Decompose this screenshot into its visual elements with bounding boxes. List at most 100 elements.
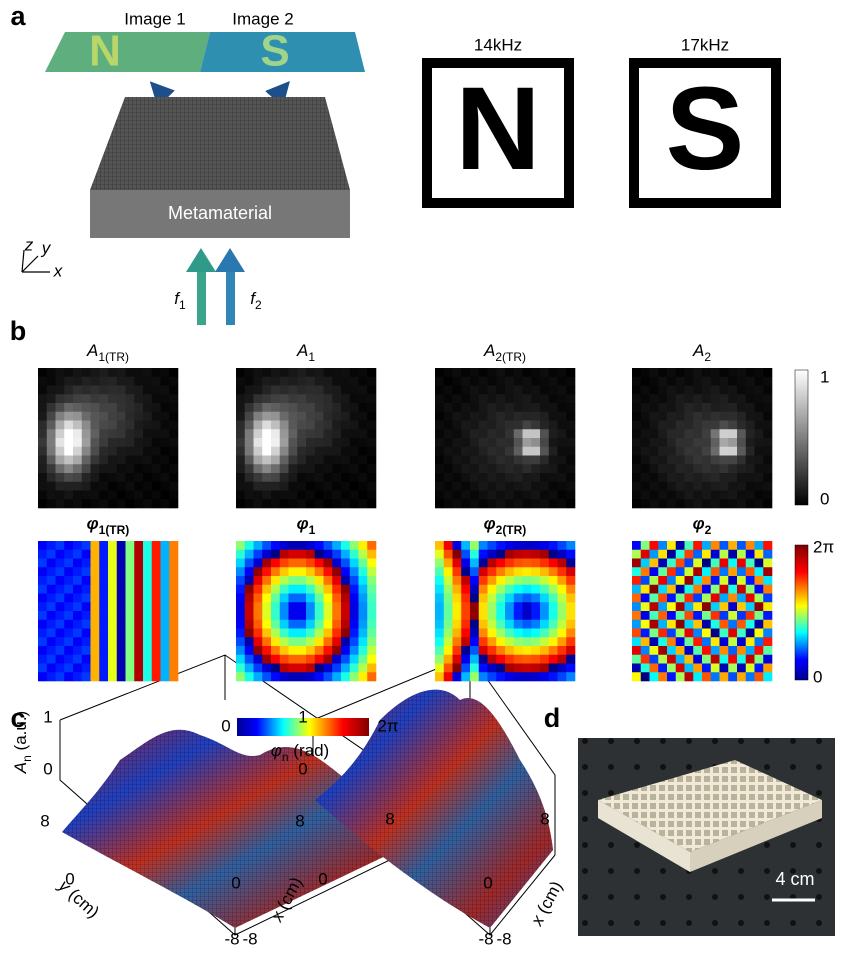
amplitude-cell (262, 385, 272, 395)
amplitude-cell (435, 481, 445, 491)
phase-cell (341, 567, 351, 577)
phase-cell (684, 663, 694, 673)
phase-cell (667, 619, 677, 629)
phase-cell (314, 567, 324, 577)
phase-cell (693, 558, 703, 568)
amplitude-cell (143, 385, 153, 395)
phase-cell (649, 646, 659, 656)
amplitude-cell (478, 376, 488, 386)
phase-cell (667, 567, 677, 577)
amplitude-cell (64, 455, 74, 465)
phase-cell (505, 593, 515, 603)
amplitude-cell (55, 464, 65, 474)
phase-cell (566, 541, 576, 551)
amplitude-cell (143, 499, 153, 509)
amplitude-cell (38, 473, 48, 483)
phase-cell (505, 541, 515, 551)
phase-cell (522, 602, 532, 612)
phase-cell (719, 611, 729, 621)
phase-cell (522, 611, 532, 621)
phase-cell (754, 628, 764, 638)
amplitude-cell (81, 420, 91, 430)
amplitude-cell (684, 411, 694, 421)
amplitude-cell (557, 438, 567, 448)
amplitude-cell (435, 394, 445, 404)
amplitude-cell (513, 411, 523, 421)
phase-cell (90, 584, 100, 594)
phase-cell (649, 619, 659, 629)
amplitude-cell (478, 411, 488, 421)
amplitude-cell (487, 455, 497, 465)
phase-cell (763, 654, 773, 664)
amplitude-cell (719, 481, 729, 491)
phase-cell (461, 611, 471, 621)
amplitude-cell (470, 420, 480, 430)
phase-cell (73, 672, 83, 682)
amplitude-cell (81, 446, 91, 456)
amplitude-cell (279, 473, 289, 483)
amplitude-cell (658, 420, 668, 430)
amplitude-cell (341, 394, 351, 404)
amplitude-cell (341, 420, 351, 430)
phase-cell (632, 672, 642, 682)
amplitude-cell (763, 473, 773, 483)
amplitude-cell (271, 420, 281, 430)
amplitude-cell (134, 420, 144, 430)
amplitude-cell (745, 481, 755, 491)
phase-cell (557, 567, 567, 577)
amplitude-cell (46, 376, 56, 386)
phase-cell (244, 584, 254, 594)
amplitude-cell (349, 473, 359, 483)
amplitude-cell (323, 385, 333, 395)
phase-cell (658, 549, 668, 559)
phase-cell (244, 654, 254, 664)
phase-cell (632, 619, 642, 629)
phase-cell (531, 637, 541, 647)
phase-cell (754, 654, 764, 664)
phase-cell (702, 576, 712, 586)
amplitude-cell (658, 368, 668, 378)
amplitude-cell (513, 429, 523, 439)
amplitude-cell (236, 429, 246, 439)
phase-cell (505, 558, 515, 568)
phase-cell (349, 593, 359, 603)
phase-cell (675, 602, 685, 612)
amplitude-cell (693, 403, 703, 413)
phase-cell (658, 541, 668, 551)
amplitude-cell (108, 394, 118, 404)
phase-cell (470, 619, 480, 629)
phase-cell (684, 611, 694, 621)
phase-cell (332, 611, 342, 621)
amplitude-cell (710, 368, 720, 378)
amplitude-cell (640, 490, 650, 500)
amplitude-cell (443, 394, 453, 404)
phase-cell (236, 584, 246, 594)
phase-cell (358, 611, 368, 621)
phase-cell (297, 549, 307, 559)
phase-cell (108, 558, 118, 568)
phase-cell (108, 619, 118, 629)
amplitude-cell (38, 446, 48, 456)
amplitude-cell (461, 420, 471, 430)
y-tick-label: -8 (224, 929, 239, 948)
phase-cell (548, 541, 558, 551)
amplitude-cell (513, 490, 523, 500)
amplitude-cell (513, 455, 523, 465)
amplitude-cell (262, 376, 272, 386)
amplitude-cell (279, 411, 289, 421)
amplitude-cell (160, 438, 170, 448)
phase-cell (675, 567, 685, 577)
amplitude-cell (640, 455, 650, 465)
phase-cell (496, 549, 506, 559)
phase-cell (314, 558, 324, 568)
amplitude-cell (81, 464, 91, 474)
phase-cell (640, 567, 650, 577)
amplitude-cell (244, 438, 254, 448)
amplitude-cell (271, 473, 281, 483)
amplitude-cell (271, 455, 281, 465)
amplitude-cell (710, 394, 720, 404)
amplitude-cell (73, 368, 83, 378)
phase-cell (46, 541, 56, 551)
phase-cell (341, 619, 351, 629)
